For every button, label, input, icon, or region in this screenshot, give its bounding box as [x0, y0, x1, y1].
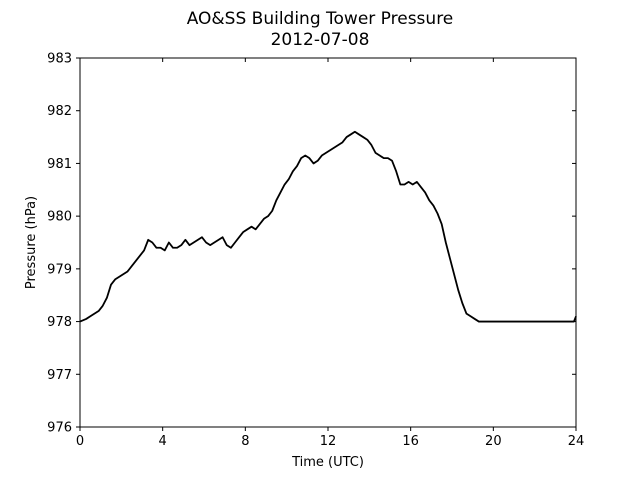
x-tick-label: 16 [402, 434, 419, 449]
tick-labels: 0 4 8 12 16 20 24 976 977 978 979 980 981 982 983 [47, 52, 584, 450]
y-tick-label: 976 [47, 421, 72, 436]
x-tick-label: 24 [568, 434, 585, 449]
y-tick-label: 980 [47, 210, 72, 225]
x-tick-label: 20 [485, 434, 502, 449]
chart-title: AO&SS Building Tower Pressure [187, 9, 454, 29]
chart-subtitle: 2012-07-08 [271, 30, 370, 50]
pressure-series-line [79, 130, 577, 323]
x-tick-label: 8 [241, 434, 249, 449]
x-tick-label: 4 [159, 434, 167, 449]
y-tick-label: 977 [47, 368, 72, 383]
x-axis-label: Time (UTC) [291, 455, 364, 470]
axis-ticks [76, 57, 577, 431]
y-tick-label: 978 [47, 315, 72, 330]
y-tick-label: 983 [47, 52, 72, 67]
x-tick-label: 0 [76, 434, 84, 449]
y-axis-label: Pressure (hPa) [24, 196, 39, 289]
plot-frame [79, 57, 577, 428]
y-tick-label: 982 [47, 104, 72, 119]
x-tick-label: 12 [320, 434, 337, 449]
y-tick-label: 979 [47, 262, 72, 277]
y-tick-label: 981 [47, 157, 72, 172]
